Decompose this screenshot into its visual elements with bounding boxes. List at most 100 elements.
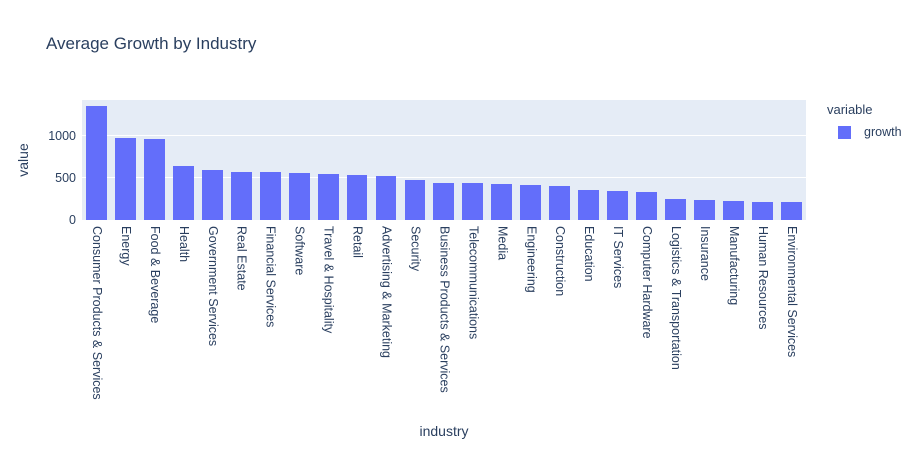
x-tick-column: Consumer Products & Services [82, 226, 111, 418]
x-tick-label: Retail [350, 226, 365, 258]
x-tick-label: Financial Services [263, 226, 278, 328]
bar[interactable] [375, 176, 397, 220]
bar-column [314, 100, 343, 220]
bar[interactable] [404, 179, 426, 220]
x-tick-label: Logistics & Transportation [669, 226, 684, 370]
legend: variable growth [827, 102, 902, 139]
bar-column [690, 100, 719, 220]
x-tick-label: Government Services [205, 226, 220, 347]
x-tick-label: Travel & Hospitality [321, 226, 336, 334]
x-axis-title: industry [419, 423, 469, 439]
bar[interactable] [259, 172, 281, 220]
x-tick-label: Software [292, 226, 307, 276]
bar-column [458, 100, 487, 220]
x-tick-label: Media [495, 226, 510, 261]
x-tick-column: Insurance [690, 226, 719, 418]
bar-column [603, 100, 632, 220]
x-tick-column: Financial Services [256, 226, 285, 418]
bar-column [256, 100, 285, 220]
x-tick-label: Real Estate [234, 226, 249, 291]
x-tick-column: Telecommunications [458, 226, 487, 418]
bar-column [574, 100, 603, 220]
x-tick-label: Computer Hardware [640, 226, 655, 339]
bar-column [82, 100, 111, 220]
legend-swatch-icon [838, 126, 851, 139]
bar[interactable] [86, 106, 107, 220]
bar-column [516, 100, 545, 220]
bar-column [400, 100, 429, 220]
x-tick-column: Education [574, 226, 603, 418]
bar-column [661, 100, 690, 220]
bar[interactable] [665, 198, 686, 220]
x-tick-column: Advertising & Marketing [372, 226, 401, 418]
x-tick-label: Food & Beverage [147, 226, 162, 324]
x-axis-ticks: Consumer Products & Services Energy Food &… [82, 226, 806, 418]
gridline [82, 177, 806, 179]
x-tick-column: Environmental Services [777, 226, 806, 418]
x-tick-column: Manufacturing [719, 226, 748, 418]
x-tick-column: Software [285, 226, 314, 418]
x-tick-column: Security [400, 226, 429, 418]
bar[interactable] [288, 173, 310, 220]
x-tick-column: Government Services [198, 226, 227, 418]
x-tick-column: Engineering [516, 226, 545, 418]
x-tick-label: Human Resources [755, 226, 770, 330]
y-tick-label: 1000 [48, 128, 76, 143]
bar[interactable] [143, 138, 165, 220]
bar-column [719, 100, 748, 220]
x-tick-column: Travel & Hospitality [314, 226, 343, 418]
x-tick-label: Manufacturing [726, 226, 741, 306]
x-tick-label: Education [582, 226, 597, 282]
x-tick-column: Energy [111, 226, 140, 418]
bar[interactable] [491, 183, 513, 220]
x-tick-column: Health [169, 226, 198, 418]
bar[interactable] [723, 200, 744, 220]
bar-column [748, 100, 777, 220]
bar[interactable] [317, 174, 339, 220]
bar[interactable] [636, 191, 657, 220]
bar[interactable] [230, 171, 252, 220]
legend-item-growth[interactable]: growth [838, 126, 902, 139]
bar[interactable] [520, 184, 542, 220]
bar-column [111, 100, 140, 220]
x-tick-label: Health [176, 226, 191, 263]
x-tick-label: IT Services [611, 226, 626, 289]
x-tick-column: Business Products & Services [429, 226, 458, 418]
legend-item-label: growth [864, 125, 902, 139]
x-tick-label: Construction [553, 226, 568, 297]
bar-column [429, 100, 458, 220]
x-tick-column: IT Services [603, 226, 632, 418]
gridline [82, 135, 806, 137]
bar[interactable] [694, 200, 715, 220]
bar-column [487, 100, 516, 220]
x-tick-label: Environmental Services [784, 226, 799, 358]
x-tick-column: Construction [545, 226, 574, 418]
bar[interactable] [201, 170, 223, 220]
bar[interactable] [462, 183, 484, 220]
bar-column [343, 100, 372, 220]
bar[interactable] [751, 201, 773, 220]
bars [82, 100, 806, 220]
bar[interactable] [549, 185, 571, 220]
chart-title: Average Growth by Industry [46, 34, 257, 53]
bar[interactable] [607, 191, 629, 220]
bar-column [140, 100, 169, 220]
x-tick-label: Engineering [524, 226, 539, 293]
x-tick-label: Advertising & Marketing [379, 226, 394, 359]
bar-column [227, 100, 256, 220]
x-tick-label: Insurance [697, 226, 712, 281]
bar[interactable] [115, 137, 136, 220]
plot-area[interactable] [82, 100, 806, 221]
bar[interactable] [172, 165, 194, 220]
bar-column [198, 100, 227, 220]
bar[interactable] [433, 182, 455, 220]
x-tick-column: Logistics & Transportation [661, 226, 690, 418]
bar-column [777, 100, 806, 220]
bar[interactable] [780, 202, 802, 220]
bar-column [372, 100, 401, 220]
bar-column [169, 100, 198, 220]
x-tick-column: Computer Hardware [632, 226, 661, 418]
bar[interactable] [578, 189, 600, 220]
bar[interactable] [346, 175, 368, 220]
